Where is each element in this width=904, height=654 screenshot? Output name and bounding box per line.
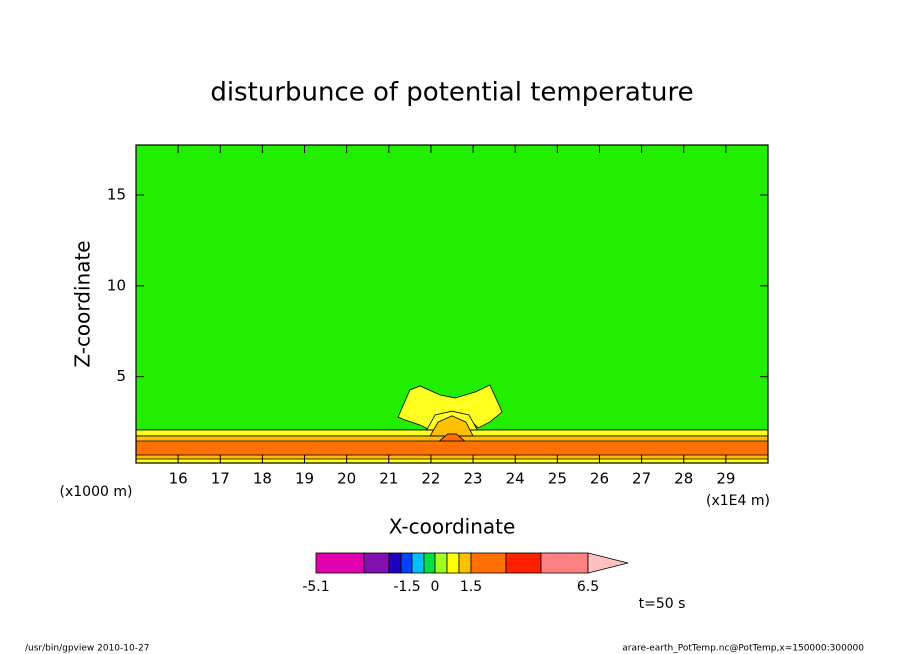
footer-left: /usr/bin/gpview 2010-10-27 [25, 644, 149, 654]
colorbar-tick-label: -1.5 [393, 579, 420, 595]
x-tick-label: 18 [253, 470, 272, 488]
x-tick-label: 26 [590, 470, 609, 488]
contour-region [429, 415, 474, 437]
contour-region [438, 433, 466, 442]
colorbar-tick-label: 1.5 [460, 579, 482, 595]
colorbar-box [458, 552, 472, 574]
x-tick-label: 28 [674, 470, 693, 488]
footer-right: arare-earth_PotTemp.nc@PotTemp,x=150000:… [622, 644, 864, 654]
x-axis-label: X-coordinate [389, 515, 516, 539]
contour-region [135, 440, 769, 456]
x-unit: (x1E4 m) [706, 493, 770, 509]
x-tick-label: 27 [632, 470, 651, 488]
colorbar-box [540, 552, 589, 574]
colorbar-box [446, 552, 460, 574]
x-tick-label: 24 [506, 470, 525, 488]
colorbar-box [434, 552, 448, 574]
colorbar-box [388, 552, 402, 574]
x-tick-label: 19 [295, 470, 314, 488]
plot-frame [135, 144, 769, 464]
chart-title: disturbunce of potential temperature [210, 78, 693, 108]
x-tick-label: 17 [211, 470, 230, 488]
colorbar-tick-label: -5.1 [302, 579, 329, 595]
y-unit: (x1000 m) [60, 484, 133, 500]
y-tick-label: 10 [107, 276, 126, 294]
time-label: t=50 s [639, 596, 686, 612]
x-tick-label: 22 [421, 470, 440, 488]
y-tick-label: 5 [116, 367, 126, 385]
colorbar-box [505, 552, 542, 574]
colorbar-box [423, 552, 436, 574]
x-tick-label: 23 [464, 470, 483, 488]
colorbar-box [315, 552, 365, 574]
y-axis-label: Z-coordinate [71, 240, 95, 367]
colorbar-tick-label: 6.5 [577, 579, 599, 595]
x-tick-label: 21 [379, 470, 398, 488]
colorbar-box [470, 552, 507, 574]
y-tick-label: 15 [107, 185, 126, 203]
colorbar-box [363, 552, 390, 574]
colorbar-box [400, 552, 413, 574]
x-tick-label: 20 [337, 470, 356, 488]
colorbar-arrow [587, 552, 629, 574]
x-tick-label: 25 [548, 470, 567, 488]
x-tick-label: 29 [716, 470, 735, 488]
colorbar-box [411, 552, 425, 574]
x-tick-label: 16 [169, 470, 188, 488]
colorbar-tick-label: 0 [431, 579, 440, 595]
